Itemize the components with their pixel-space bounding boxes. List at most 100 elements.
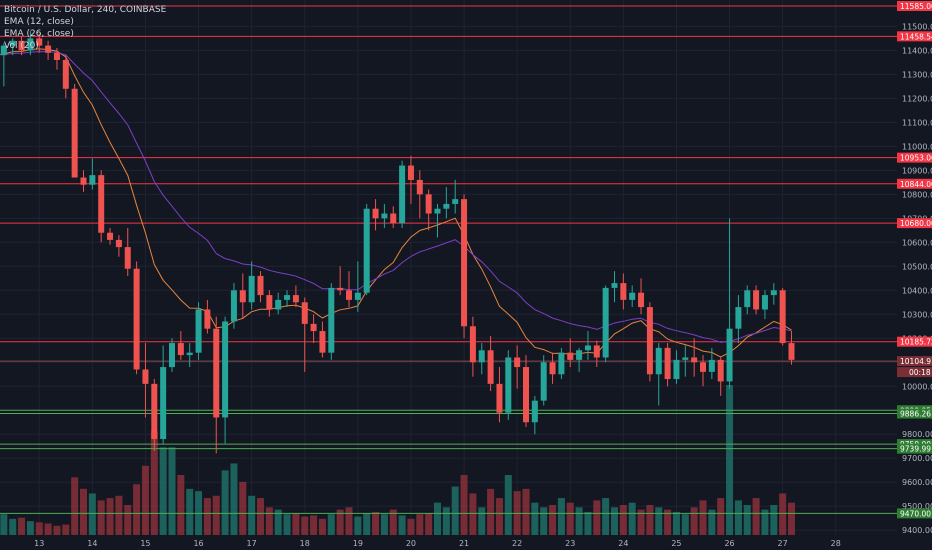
volume-bar — [734, 500, 742, 535]
candle-body — [461, 199, 468, 327]
volume-bar — [628, 502, 636, 535]
candles — [0, 31, 795, 454]
candle — [213, 316, 220, 454]
candle — [275, 292, 282, 315]
candle — [71, 83, 78, 178]
candle — [523, 355, 529, 428]
candle — [567, 338, 574, 368]
volume-bar — [575, 507, 583, 535]
volume-bar — [9, 518, 17, 535]
candle-body — [186, 352, 193, 356]
volume-bar — [487, 488, 495, 535]
volume-bar — [221, 470, 229, 535]
candle-body — [354, 292, 361, 300]
time-tick-label: 13 — [34, 539, 44, 548]
candle-body — [45, 45, 52, 53]
candle — [726, 218, 733, 389]
volume-bar — [442, 507, 450, 535]
candle — [177, 331, 184, 360]
volume-bar — [407, 518, 415, 535]
candle — [478, 343, 485, 375]
candle — [700, 355, 706, 387]
volume-bar — [522, 488, 530, 535]
volume-bar — [372, 511, 380, 535]
candle-body — [160, 367, 167, 440]
candle-body — [36, 38, 43, 46]
volume-bar — [602, 498, 610, 535]
candle — [576, 347, 583, 372]
candle — [452, 179, 459, 214]
candle — [416, 170, 423, 219]
volume-bar — [265, 507, 273, 535]
candle — [310, 314, 317, 344]
candle-body — [292, 295, 299, 303]
candle — [708, 347, 715, 380]
candle-body — [71, 88, 78, 178]
volume-bar — [495, 498, 503, 535]
volume-bar — [310, 515, 318, 535]
volume-bar — [380, 514, 388, 535]
ema26-legend[interactable]: EMA (26, close) — [4, 29, 74, 39]
candle — [186, 343, 193, 368]
time-axis[interactable]: 13 14 15 16 17 18 19 20 21 22 23 24 25 26 27 28 — [0, 535, 932, 550]
candle-body — [700, 362, 706, 372]
candle — [98, 170, 105, 243]
candle-body — [98, 175, 105, 233]
candle-body — [425, 194, 432, 214]
resistance-tag-bg — [897, 178, 932, 189]
candle-body — [682, 357, 689, 360]
candle-body — [744, 290, 751, 308]
candle — [363, 203, 370, 296]
time-tick-label: 15 — [140, 539, 150, 548]
candle — [222, 316, 229, 444]
candle-body — [779, 290, 786, 344]
volume-bar — [460, 475, 468, 535]
resistance-tag: 10844.00 — [900, 180, 932, 189]
candle-body — [629, 292, 636, 300]
volume-bar — [318, 518, 326, 535]
candle-body — [9, 40, 16, 46]
symbol-title[interactable]: Bitcoin / U.S. Dollar, 240, COINBASE — [4, 5, 167, 15]
volume-bar — [35, 522, 43, 535]
ema12-legend[interactable]: EMA (12, close) — [4, 17, 74, 27]
candle — [169, 338, 175, 372]
ema-lines — [0, 48, 792, 358]
candle — [204, 299, 211, 334]
volume-bar — [681, 514, 689, 535]
candle — [584, 331, 591, 360]
candle — [531, 395, 538, 435]
price-axis[interactable]: 9400.009500.009600.009700.009800.009900.… — [897, 0, 932, 550]
candle-body — [346, 290, 352, 300]
candle-body — [124, 247, 131, 269]
candle-body — [310, 323, 317, 332]
candle — [673, 350, 680, 384]
candle-body — [284, 295, 291, 300]
candle-body — [248, 275, 255, 303]
volume-bar — [230, 463, 238, 535]
price-tick-label: 11500.00 — [902, 22, 932, 31]
current-price-tag-bg — [897, 356, 932, 367]
candle-body — [770, 290, 777, 296]
candle-body — [195, 309, 202, 353]
candle — [372, 199, 379, 231]
volume-legend[interactable]: Vol (20) — [4, 41, 39, 51]
candle — [514, 345, 521, 389]
volume-bar — [88, 493, 96, 535]
volume-bar — [672, 511, 680, 535]
candle — [301, 297, 308, 372]
support-tag: 9470.00 — [900, 509, 931, 518]
candle-body — [275, 299, 282, 310]
candle-body — [142, 369, 149, 384]
candle-body — [319, 331, 326, 353]
candle — [239, 273, 246, 320]
time-tick-label: 24 — [618, 539, 628, 548]
candle-body — [89, 175, 96, 185]
candle — [629, 285, 636, 308]
candle-body — [328, 287, 335, 353]
volume-bar — [177, 475, 185, 535]
candle — [151, 379, 158, 452]
volume-bar — [159, 447, 167, 535]
volume-bar — [611, 507, 618, 535]
